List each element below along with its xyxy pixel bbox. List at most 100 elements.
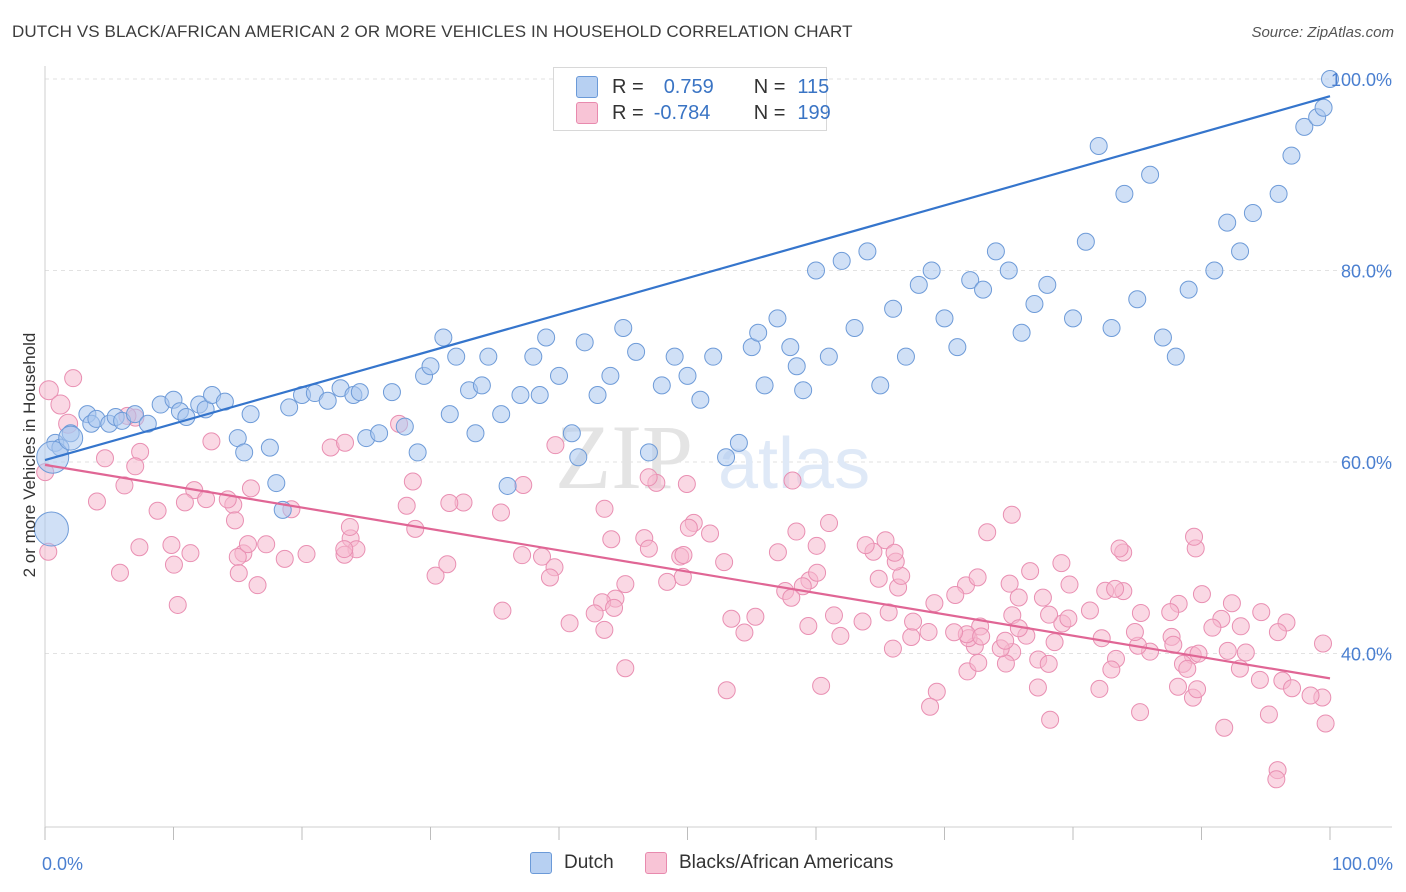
black-data-point [514,475,533,494]
black-data-point [397,496,416,515]
dutch-data-point [466,424,485,443]
black-data-point [968,568,987,587]
black-data-point [996,654,1015,673]
dutch-data-point [1076,232,1095,251]
black-data-point [241,479,260,498]
black-data-point [130,538,149,557]
black-data-point [715,553,734,572]
black-data-point [946,585,965,604]
black-data-point [1250,670,1269,689]
black-data-point [919,622,938,641]
black-data-point [595,499,614,518]
black-data-point [1168,677,1187,696]
black-data-point [1192,585,1211,604]
dutch-data-point [858,242,877,261]
dutch-data-point [472,376,491,395]
black-data-point [1080,601,1099,620]
dutch-data-point [177,407,196,426]
dutch-data-point [1102,318,1121,337]
dutch-data-point [138,414,157,433]
black-data-point [831,626,850,645]
black-data-point [491,503,510,522]
dutch-data-point [1205,261,1224,280]
dutch-data-point [909,275,928,294]
dutch-data-point [1321,70,1339,88]
legend-r-label: R = [612,75,644,98]
dutch-data-point [1128,290,1147,309]
y-tick-label: 40.0% [1341,645,1392,665]
dutch-data-point [1153,328,1172,347]
black-data-point [1110,539,1129,558]
black-data-point [1222,594,1241,613]
dutch-data-point [447,347,466,366]
dutch-data-point [550,366,568,385]
black-data-point [658,572,677,591]
black-data-point [406,519,425,538]
black-data-point [679,518,698,537]
dutch-data-point [421,357,440,376]
legend-r-value: 0.759 [663,75,714,98]
black-data-point [403,472,422,491]
black-data-point [493,601,512,620]
black-data-point [1125,623,1144,642]
black-data-point [595,620,614,639]
dutch-data-point [569,448,588,467]
black-data-point [1028,678,1047,697]
legend-swatch-pink [645,852,667,874]
dutch-data-point [318,391,337,410]
dutch-data-point [884,299,903,318]
black-data-point [546,436,565,455]
black-data-point [1267,770,1286,789]
dutch-data-point [408,443,427,462]
dutch-data-point [260,438,279,457]
black-data-point [585,604,604,623]
dutch-data-point [652,376,671,395]
dutch-data-point [935,309,954,328]
dutch-data-point [999,261,1018,280]
black-data-point [1161,603,1180,622]
dutch-data-point [235,443,254,462]
black-data-point [1009,588,1028,607]
black-data-point [1041,710,1060,729]
dutch-data-point [832,251,851,270]
legend-n-value: 199 [797,101,831,124]
legend-row-dutch: R = 0.759 N = 115 [576,74,829,100]
black-data-point [440,494,459,513]
black-series-points [36,369,1335,789]
black-data-point [1314,634,1333,653]
black-data-point [1045,633,1064,652]
black-data-point [238,535,257,554]
correlation-legend: R = 0.759 N = 115 R = -0.784 N = 199 [553,67,831,131]
dutch-data-point [678,366,697,385]
black-data-point [1000,574,1019,593]
black-data-point [1040,605,1059,624]
black-data-point [1268,623,1287,642]
dutch-data-point [562,424,581,443]
black-data-point [787,522,806,541]
black-data-point [175,493,194,512]
legend-n-label: N = [753,101,786,124]
legend-n-value: 115 [797,75,830,98]
y-tick-label: 80.0% [1341,262,1392,282]
black-data-point [945,623,964,642]
black-data-point [335,540,354,559]
black-data-point [1039,654,1058,673]
black-data-point [1106,579,1125,598]
black-data-point [701,524,720,543]
black-data-point [1185,527,1204,546]
black-data-point [639,468,658,487]
black-data-point [87,492,106,511]
dutch-data-point [601,366,620,385]
dutch-data-point [691,390,710,409]
dutch-data-point [768,309,787,328]
black-data-point [336,433,355,452]
dutch-data-point [1166,347,1185,366]
black-data-point [513,546,532,565]
dutch-data-point [704,347,723,366]
black-data-point [162,536,181,555]
black-data-point [808,563,827,582]
black-data-point [1090,679,1109,698]
black-data-point [820,514,839,533]
dutch-data-point [794,381,813,400]
dutch-data-point [280,398,299,417]
